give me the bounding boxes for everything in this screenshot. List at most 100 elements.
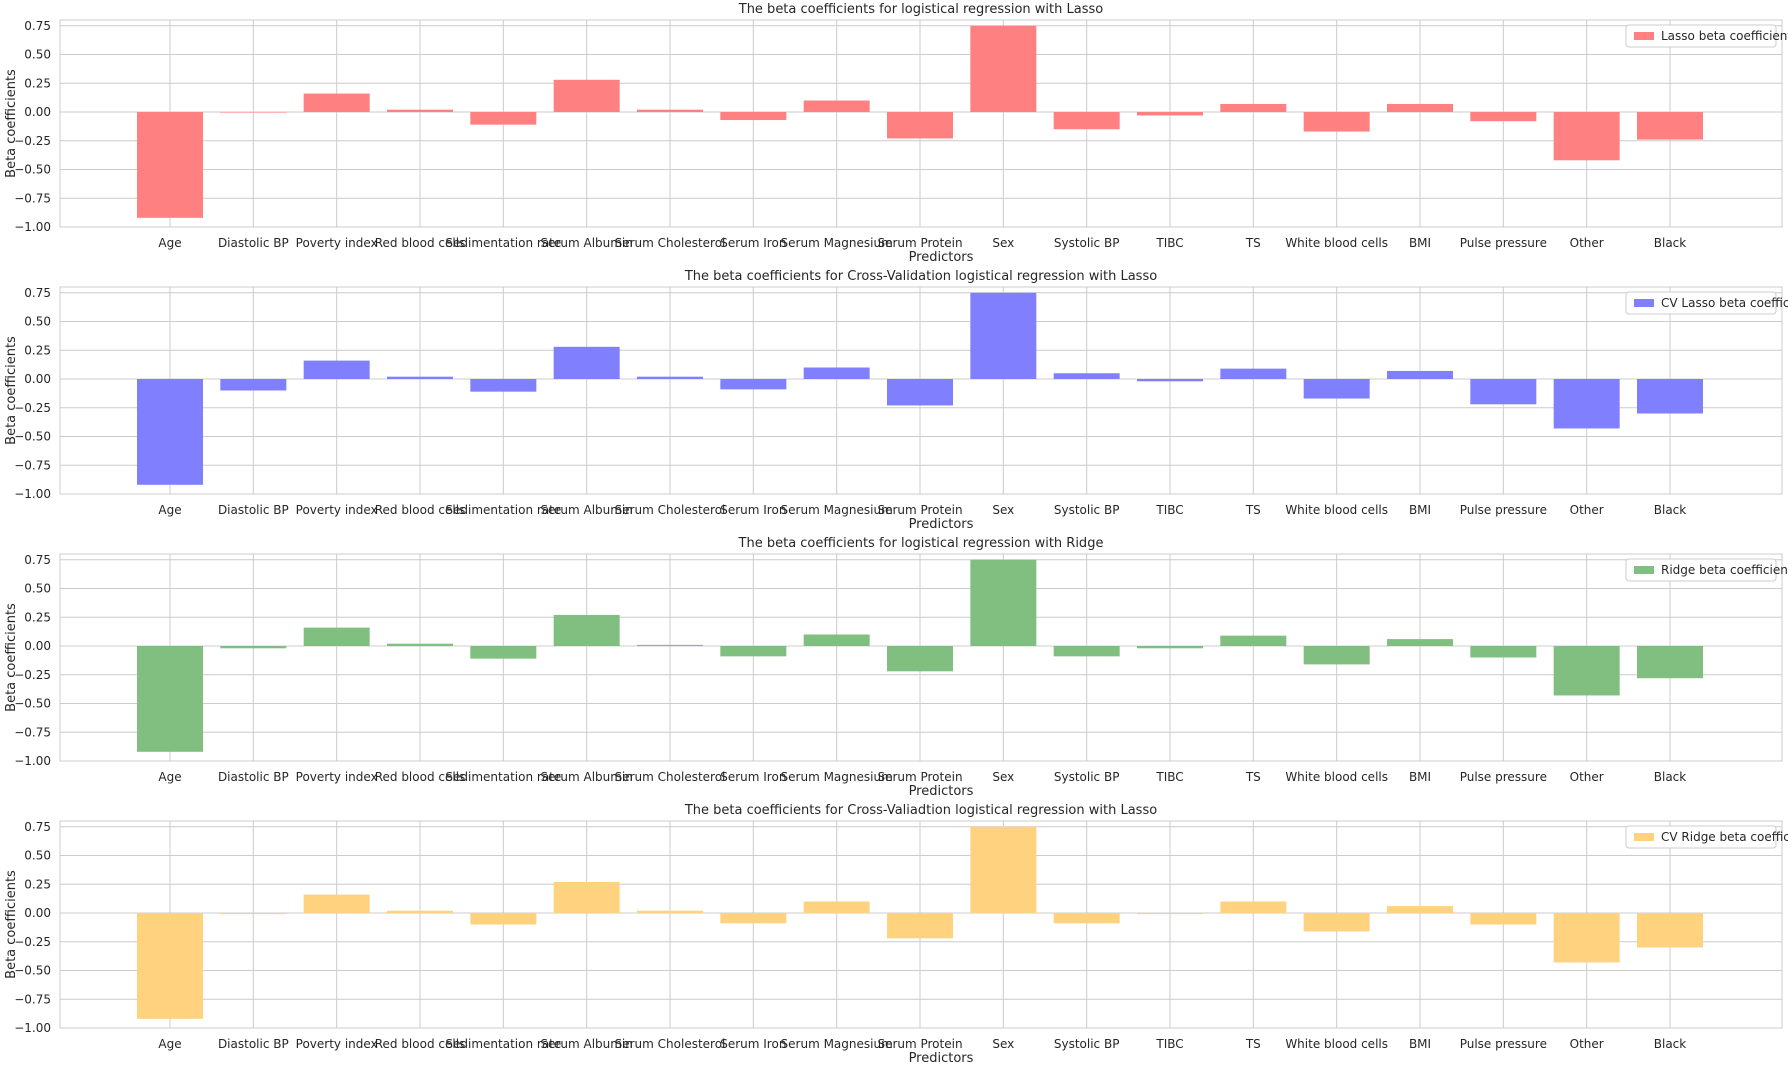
x-tick-label: Black [1654,770,1687,784]
x-tick-label: Diastolic BP [218,770,289,784]
x-tick-label: Other [1570,770,1604,784]
x-tick-label: Red blood cells [375,503,466,517]
x-tick-label: BMI [1409,770,1431,784]
legend: Lasso beta coefficient [1625,24,1788,48]
x-tick-label: Sedimentation rate [445,1037,561,1051]
y-axis-label: Beta coefficients [4,336,19,445]
plot-frame [59,820,1783,1029]
x-tick-label: Sex [992,236,1014,250]
x-tick-label: Serum Albumin [540,770,632,784]
x-tick-label: Age [158,770,181,784]
x-tick-label: Other [1570,1037,1604,1051]
x-tick-label: TS [1245,1037,1261,1051]
y-tick-label: 0.50 [24,315,51,329]
x-tick-label: Age [158,503,181,517]
bar-age [137,379,203,485]
y-tick-label: −0.50 [14,163,51,177]
x-tick-label: BMI [1409,236,1431,250]
y-tick-label: −0.25 [14,668,51,682]
y-tick-label: −0.75 [14,992,51,1006]
x-tick-label: White blood cells [1285,770,1388,784]
x-tick-label: Sex [992,1037,1014,1051]
y-tick-label: 0.75 [24,553,51,567]
bar-sedimentation-rate [470,379,537,392]
x-tick-label: BMI [1409,1037,1431,1051]
bar-bmi [1387,906,1453,913]
bar-bmi [1387,639,1453,646]
x-tick-label: Poverty index [296,503,378,517]
bar-serum-protein [887,379,953,406]
bar-bmi [1387,103,1453,112]
bar-tibc [1137,913,1203,915]
legend-label: Ridge beta coefficient [1661,563,1788,577]
bar-diastolic-bp [220,913,287,915]
x-tick-label: Age [158,1037,181,1051]
x-tick-label: TS [1245,236,1261,250]
x-tick-label: Pulse pressure [1460,236,1547,250]
y-tick-label: −0.50 [14,430,51,444]
x-tick-label: Poverty index [296,770,378,784]
bar-systolic-bp [1053,112,1120,130]
chart-panel-4: The beta coefficients for Cross-Valiadti… [4,803,1788,1066]
bar-black [1637,112,1703,140]
x-tick-label: Serum Protein [877,236,962,250]
y-tick-label: −0.25 [14,401,51,415]
bar-pulse-pressure [1470,913,1537,925]
x-tick-label: TIBC [1155,770,1183,784]
x-tick-label: Other [1570,236,1604,250]
bar-white-blood-cells [1303,112,1370,132]
legend-box [1625,24,1777,48]
bar-serum-albumin [553,79,620,112]
x-tick-label: Serum Cholesterol [615,1037,726,1051]
bar-white-blood-cells [1303,913,1370,932]
bar-serum-protein [887,112,953,139]
bar-white-blood-cells [1303,646,1370,665]
x-tick-label: White blood cells [1285,1037,1388,1051]
x-tick-label: Serum Albumin [540,236,632,250]
bar-ts [1220,368,1287,379]
bar-diastolic-bp [220,646,287,649]
x-tick-label: Black [1654,503,1687,517]
x-tick-label: White blood cells [1285,236,1388,250]
x-tick-label: Sedimentation rate [445,770,561,784]
bar-ts [1220,103,1287,112]
x-tick-label: Other [1570,503,1604,517]
x-tick-label: Sedimentation rate [445,503,561,517]
x-axis-label: Predictors [909,784,974,799]
bar-red-blood-cells [387,910,453,913]
bar-poverty-index [303,360,370,379]
bar-serum-magnesium [803,367,870,379]
bar-poverty-index [303,627,370,646]
bar-red-blood-cells [387,643,453,646]
y-tick-label: −0.25 [14,935,51,949]
legend: Ridge beta coefficient [1625,558,1788,582]
bar-serum-magnesium [803,634,870,646]
x-tick-label: Serum Protein [877,503,962,517]
y-tick-label: 0.00 [24,105,51,119]
bar-ts [1220,901,1287,913]
y-tick-label: 0.00 [24,372,51,386]
x-tick-label: TS [1245,503,1261,517]
x-tick-label: TS [1245,770,1261,784]
x-tick-label: Serum Iron [720,236,786,250]
y-tick-label: 0.75 [24,19,51,33]
bar-sex [970,292,1037,379]
x-axis-label: Predictors [909,1051,974,1066]
x-tick-label: Pulse pressure [1460,503,1547,517]
legend-box [1625,558,1777,582]
chart-title: The beta coefficients for Cross-Validati… [684,269,1157,284]
chart-title: The beta coefficients for logistical reg… [738,536,1104,551]
x-tick-label: Red blood cells [375,770,466,784]
y-tick-label: −0.75 [14,725,51,739]
bar-black [1637,913,1703,948]
legend-box [1625,291,1777,315]
y-tick-label: −1.00 [14,487,51,501]
bar-sex [970,826,1037,913]
x-tick-label: Black [1654,1037,1687,1051]
plot-frame [59,19,1783,228]
x-tick-label: Serum Cholesterol [615,236,726,250]
x-tick-label: Serum Iron [720,503,786,517]
bar-systolic-bp [1053,373,1120,379]
bar-serum-albumin [553,881,620,913]
y-tick-label: 0.25 [24,877,51,891]
